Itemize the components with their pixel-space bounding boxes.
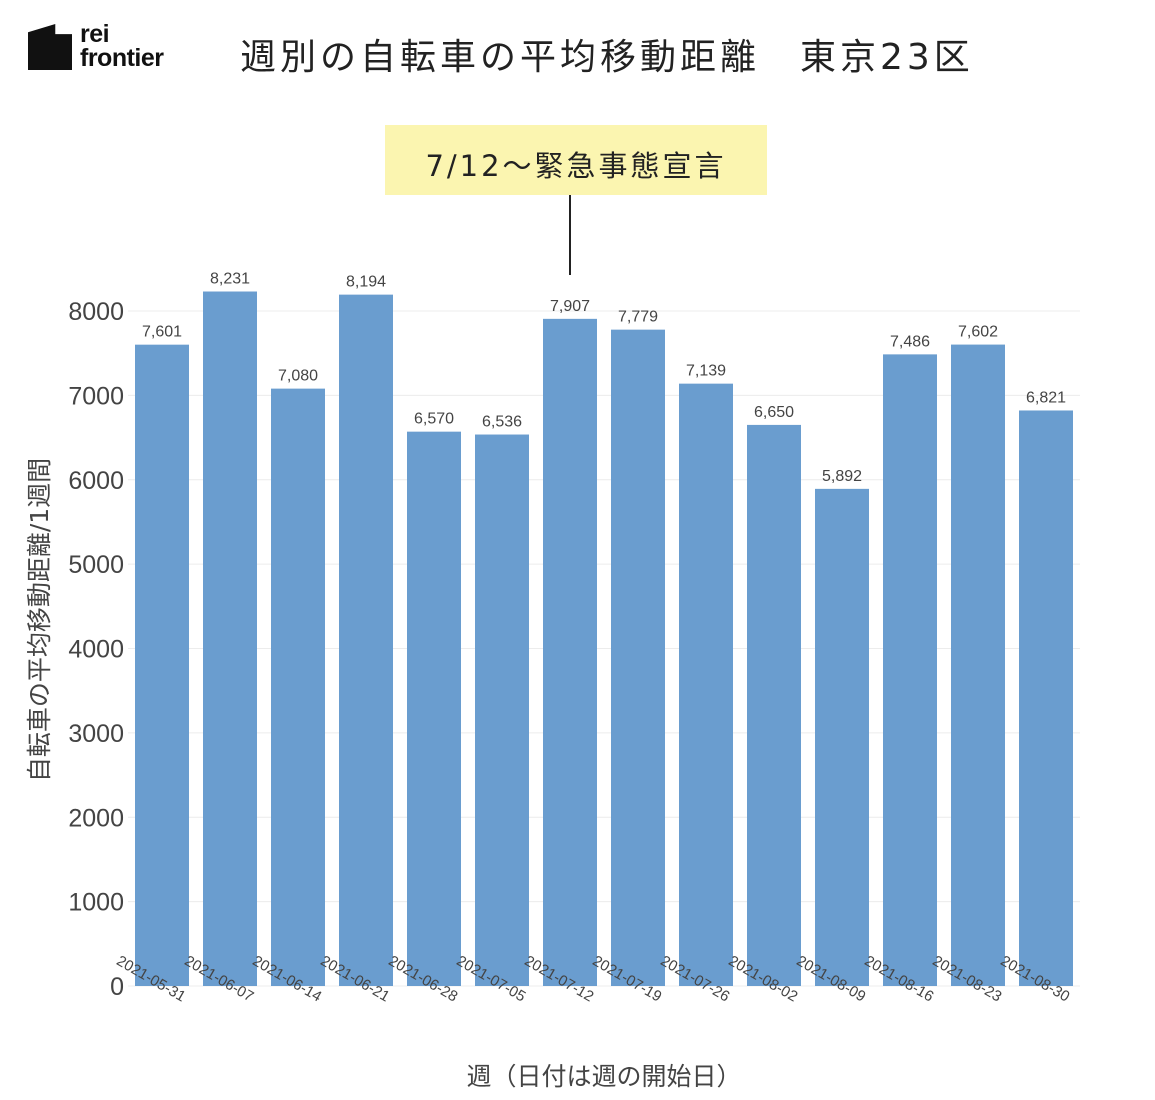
data-label: 6,650	[754, 404, 794, 421]
bar	[475, 434, 529, 986]
bar	[135, 344, 189, 986]
bar	[815, 488, 869, 986]
data-label: 6,536	[482, 414, 522, 431]
data-label: 7,080	[278, 368, 318, 385]
bar	[883, 354, 937, 986]
data-label: 7,601	[142, 324, 182, 341]
data-label: 7,139	[686, 363, 726, 380]
bar	[951, 344, 1005, 986]
bar	[407, 431, 461, 986]
annotation-text: 7/12〜緊急事態宣言	[425, 149, 727, 183]
data-label: 7,486	[890, 333, 930, 350]
data-label: 8,194	[346, 274, 386, 291]
y-tick-label: 7000	[68, 382, 124, 410]
brand-logo: rei frontier	[28, 22, 178, 78]
x-axis-title: 週（日付は週の開始日）	[466, 1062, 741, 1091]
y-tick-label: 6000	[68, 467, 124, 495]
data-label: 7,907	[550, 298, 590, 315]
bar	[679, 383, 733, 987]
data-label: 6,570	[414, 411, 454, 428]
bar	[543, 318, 597, 986]
y-tick-label: 2000	[68, 804, 124, 832]
bar	[271, 388, 325, 986]
bar	[339, 294, 393, 987]
annotation-box: 7/12〜緊急事態宣言	[385, 125, 767, 195]
y-axis-title: 自転車の平均移動距離/1週間	[25, 458, 54, 782]
logo-line-2: frontier	[80, 44, 164, 72]
bar	[203, 291, 257, 986]
y-tick-label: 5000	[68, 551, 124, 579]
y-tick-label: 1000	[68, 889, 124, 917]
data-label: 5,892	[822, 468, 862, 485]
bar	[1019, 410, 1073, 986]
y-tick-label: 4000	[68, 636, 124, 664]
data-label: 6,821	[1026, 389, 1066, 406]
bar	[611, 329, 665, 987]
data-label: 7,602	[958, 324, 998, 341]
data-label: 8,231	[210, 271, 250, 288]
logo-wordmark: rei frontier	[80, 20, 164, 72]
y-tick-label: 3000	[68, 720, 124, 748]
bar	[747, 424, 801, 986]
y-tick-label: 8000	[68, 298, 124, 326]
logo-line-1: rei	[80, 20, 110, 48]
y-tick-label: 0	[110, 973, 124, 1001]
chart-title: 週別の自転車の平均移動距離 東京23区	[240, 37, 974, 78]
data-label: 7,779	[618, 309, 658, 326]
